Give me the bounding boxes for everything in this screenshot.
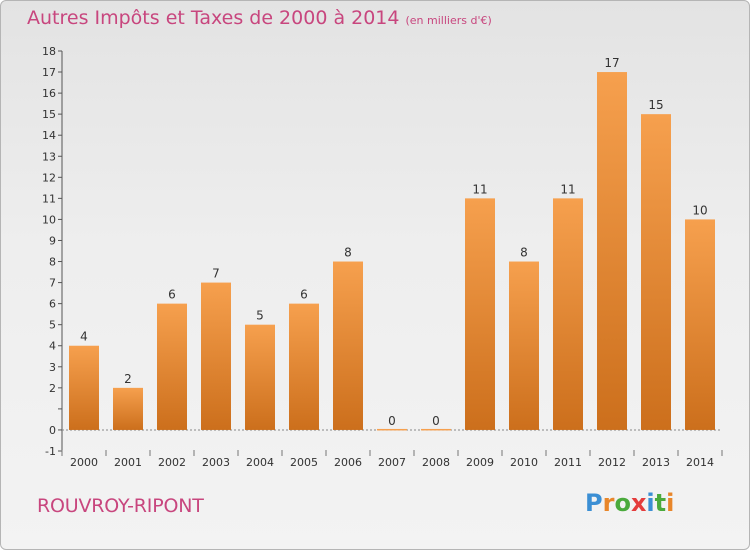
- data-label: 17: [604, 56, 619, 70]
- bar: [509, 261, 539, 430]
- bar: [333, 261, 363, 430]
- y-tick-label: 13: [42, 150, 56, 163]
- data-label: 11: [560, 182, 575, 196]
- bar: [377, 428, 407, 431]
- data-label: 5: [256, 309, 264, 323]
- y-tick-label: 10: [42, 213, 56, 226]
- bar: [245, 324, 275, 430]
- logo-letter: P: [585, 489, 603, 517]
- chart-data-labels: 4 2 6 7 5 6 8 0 0 11 8 11 17 15 10: [80, 56, 707, 428]
- x-tick-label: 2009: [466, 456, 494, 469]
- y-tick-label: 11: [42, 192, 56, 205]
- chart-title-text: Autres Impôts et Taxes de 2000 à 2014: [27, 7, 400, 29]
- y-tick-label: 5: [49, 319, 56, 332]
- bar: [597, 72, 627, 430]
- y-tick-label: 18: [42, 45, 56, 58]
- y-tick-label: -1: [45, 445, 56, 458]
- bar: [553, 198, 583, 430]
- data-label: 15: [648, 98, 663, 112]
- data-label: 8: [344, 246, 352, 260]
- x-tick-label: 2013: [642, 456, 670, 469]
- data-label: 0: [432, 414, 440, 428]
- y-tick-label: 7: [49, 277, 56, 290]
- y-tick-label: 17: [42, 66, 56, 79]
- x-tick-label: 2004: [246, 456, 274, 469]
- y-tick-label: 0: [49, 424, 56, 437]
- y-tick-label: 6: [49, 298, 56, 311]
- proxiti-logo: Proxiti: [585, 489, 674, 517]
- y-tick-label: 3: [49, 361, 56, 374]
- bar: [157, 303, 187, 430]
- town-name: ROUVROY-RIPONT: [37, 495, 204, 517]
- y-tick-label: 14: [42, 129, 56, 142]
- y-tick-label: 2: [49, 382, 56, 395]
- data-label: 4: [80, 330, 88, 344]
- chart-title: Autres Impôts et Taxes de 2000 à 2014 (en…: [27, 7, 492, 29]
- logo-letter: t: [654, 489, 667, 517]
- bar: [289, 303, 319, 430]
- data-label: 2: [124, 372, 132, 386]
- y-tick-label: 15: [42, 108, 56, 121]
- x-tick-label: 2008: [422, 456, 450, 469]
- data-label: 6: [300, 288, 308, 302]
- bar: [685, 219, 715, 430]
- data-label: 10: [692, 203, 707, 217]
- x-tick-label: 2002: [158, 456, 186, 469]
- x-tick-label: 2006: [334, 456, 362, 469]
- x-tick-label: 2000: [70, 456, 98, 469]
- data-label: 7: [212, 267, 220, 281]
- x-tick-label: 2011: [554, 456, 582, 469]
- logo-letter: i: [666, 489, 675, 517]
- bar: [421, 428, 451, 431]
- data-label: 6: [168, 288, 176, 302]
- bar: [201, 282, 231, 430]
- chart-bars: [69, 72, 715, 431]
- data-label: 8: [520, 246, 528, 260]
- logo-letter: r: [602, 489, 615, 517]
- x-tick-label: 2014: [686, 456, 714, 469]
- bar: [641, 114, 671, 430]
- x-tick-label: 2010: [510, 456, 538, 469]
- chart-unit: (en milliers d'€): [405, 14, 492, 27]
- data-label: 0: [388, 414, 396, 428]
- y-tick-label: 8: [49, 256, 56, 269]
- y-tick-label: 4: [49, 340, 56, 353]
- bar: [113, 387, 143, 430]
- y-tick-label: 9: [49, 234, 56, 247]
- y-tick-label: 12: [42, 171, 56, 184]
- x-tick-label: 2003: [202, 456, 230, 469]
- bar: [465, 198, 495, 430]
- logo-letter: o: [614, 489, 631, 517]
- y-tick-label: 16: [42, 87, 56, 100]
- x-tick-label: 2012: [598, 456, 626, 469]
- data-label: 11: [472, 182, 487, 196]
- logo-letter: x: [630, 489, 647, 517]
- x-tick-label: 2007: [378, 456, 406, 469]
- x-tick-label: 2005: [290, 456, 318, 469]
- x-tick-label: 2001: [114, 456, 142, 469]
- bar: [69, 345, 99, 430]
- logo-letter: i: [646, 489, 655, 517]
